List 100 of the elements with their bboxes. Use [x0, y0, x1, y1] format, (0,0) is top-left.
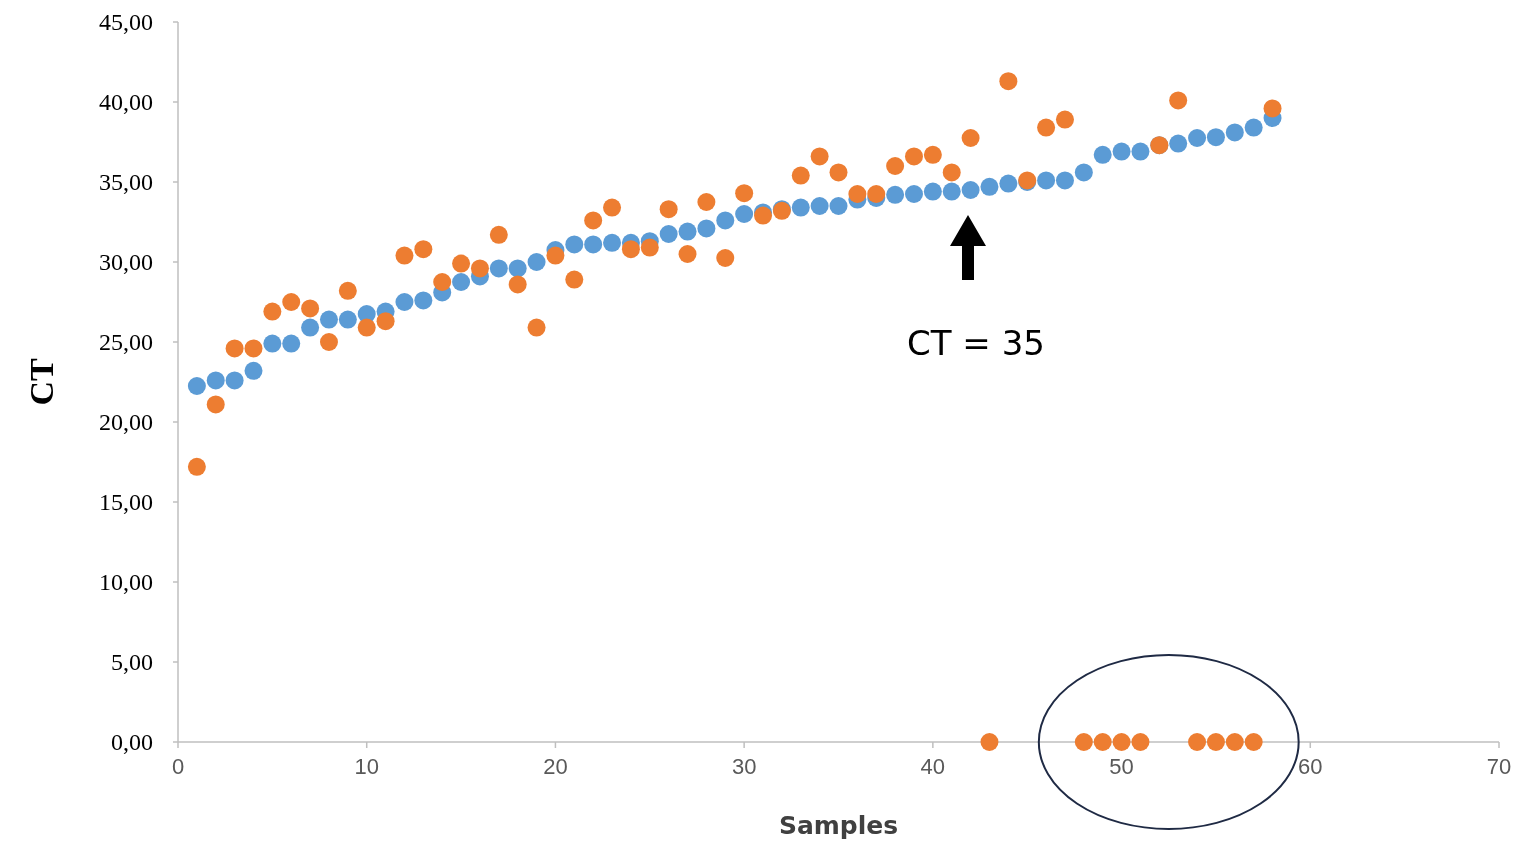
x-tick-label: 20	[543, 754, 568, 779]
point	[565, 270, 584, 289]
point	[489, 225, 508, 244]
annotation: CT = 35	[907, 323, 1045, 363]
point	[584, 235, 603, 254]
point	[452, 273, 471, 291]
point	[886, 157, 905, 175]
point	[1037, 171, 1056, 190]
point	[1093, 145, 1112, 164]
point	[508, 275, 527, 294]
point	[791, 198, 810, 217]
point	[640, 238, 659, 257]
point	[319, 333, 338, 351]
point	[621, 240, 640, 259]
point	[980, 177, 999, 196]
point	[942, 182, 961, 201]
point	[1206, 128, 1225, 147]
x-axis-title: Samples	[778, 811, 899, 840]
point	[961, 181, 980, 199]
point	[791, 166, 810, 185]
y-tick-label: 20,00	[99, 409, 153, 436]
x-tick-label: 30	[731, 754, 757, 779]
point	[1244, 118, 1263, 137]
point	[697, 219, 716, 238]
point	[999, 174, 1018, 193]
point	[187, 457, 206, 476]
point	[848, 185, 867, 203]
point	[187, 377, 206, 395]
point	[225, 339, 244, 358]
point	[923, 145, 942, 164]
point	[810, 197, 829, 215]
point	[1037, 118, 1056, 137]
point	[452, 254, 471, 273]
y-tick-label: 5,00	[111, 649, 153, 676]
point	[1263, 99, 1282, 118]
point	[659, 200, 678, 219]
point	[829, 197, 848, 215]
y-axis-title: CT	[23, 358, 60, 406]
point	[1074, 163, 1093, 182]
point	[414, 240, 433, 259]
point	[470, 259, 489, 278]
point	[904, 147, 923, 166]
x-tick-label: 0	[171, 754, 185, 779]
point	[659, 225, 678, 243]
point	[603, 233, 622, 252]
point	[338, 310, 357, 329]
point	[867, 185, 886, 203]
point	[716, 211, 735, 230]
point	[489, 259, 508, 278]
point	[980, 733, 999, 751]
point	[1093, 733, 1112, 751]
y-tick-label: 45,00	[99, 9, 153, 36]
point	[508, 259, 527, 278]
point	[282, 334, 301, 353]
point	[301, 299, 320, 318]
point	[225, 371, 244, 390]
point	[244, 361, 263, 380]
point	[414, 291, 433, 310]
point	[244, 339, 263, 358]
point	[904, 185, 923, 203]
point	[395, 246, 414, 265]
point	[338, 281, 357, 300]
y-tick-label: 10,00	[99, 569, 153, 596]
point	[961, 129, 980, 147]
point	[1055, 171, 1074, 190]
point	[1131, 733, 1150, 751]
x-tick-label: 10	[354, 754, 379, 779]
y-tick-label: 0,00	[111, 729, 153, 756]
y-tick-label: 15,00	[99, 489, 153, 516]
point	[301, 318, 320, 337]
y-tick-label: 35,00	[99, 169, 153, 196]
point	[263, 302, 282, 321]
point	[546, 246, 565, 265]
point	[678, 222, 697, 241]
point	[527, 253, 546, 271]
point	[282, 293, 301, 311]
point	[1055, 110, 1074, 129]
point	[829, 163, 848, 182]
point	[1225, 733, 1244, 751]
point	[1188, 733, 1207, 751]
point	[263, 334, 282, 353]
point	[357, 318, 376, 337]
y-tick-label: 30,00	[99, 249, 153, 276]
point	[1074, 733, 1093, 751]
y-tick-label: 40,00	[99, 89, 153, 116]
point	[923, 182, 942, 201]
x-tick-label: 50	[1109, 754, 1134, 779]
point	[1131, 142, 1150, 161]
x-tick-label: 60	[1298, 754, 1323, 779]
point	[319, 310, 338, 329]
x-tick-label: 40	[920, 754, 946, 779]
point	[376, 312, 395, 331]
point	[735, 205, 754, 223]
point	[942, 163, 961, 182]
point	[1188, 129, 1207, 147]
point	[886, 185, 905, 204]
point	[433, 273, 452, 291]
point	[565, 235, 584, 254]
point	[206, 371, 225, 390]
point	[810, 147, 829, 166]
